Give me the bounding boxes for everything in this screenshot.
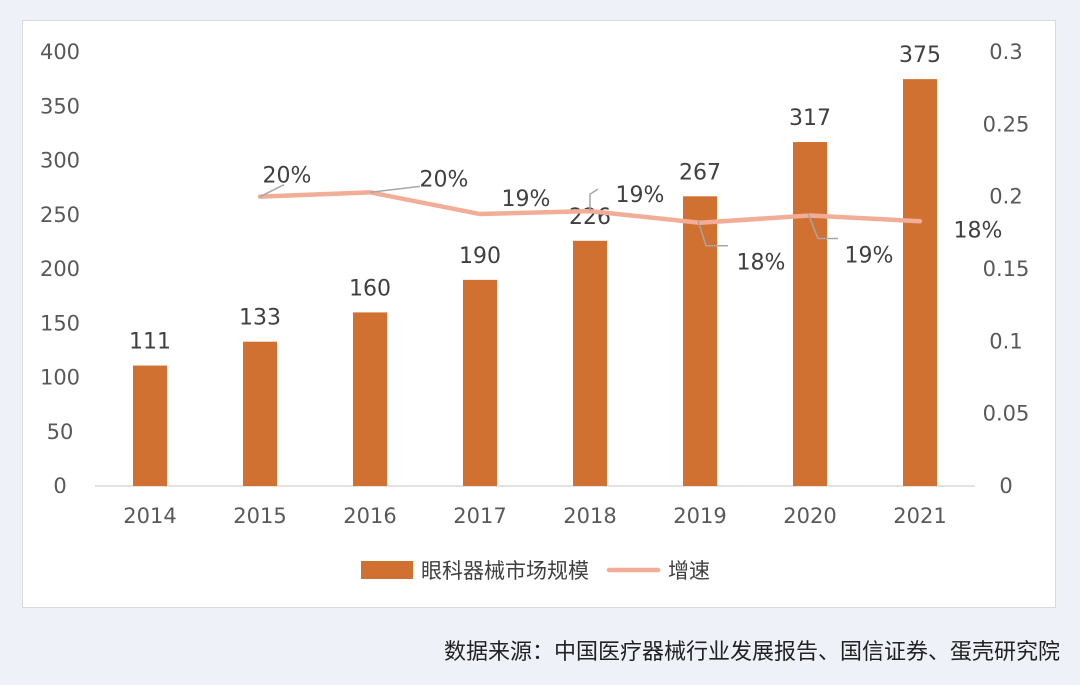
legend-label-growth: 增速 (668, 559, 710, 583)
y-left-tick-label: 400 (40, 40, 80, 64)
y-left-tick-label: 350 (40, 94, 80, 118)
line-value-label: 20% (263, 164, 312, 189)
y-left-tick-label: 100 (40, 366, 80, 390)
legend-label-market-size: 眼科器械市场规模 (421, 559, 589, 583)
x-tick-label: 2020 (783, 504, 836, 528)
y-left-tick-label: 250 (40, 203, 80, 227)
x-tick-label: 2018 (563, 504, 616, 528)
y-left-tick-label: 0 (53, 474, 66, 498)
y-right-tick-label: 0.2 (989, 185, 1022, 209)
bar (463, 279, 497, 486)
data-label-leader (259, 183, 285, 198)
bar (573, 240, 607, 486)
bar-value-label: 375 (899, 43, 941, 68)
y-right-tick-label: 0 (999, 474, 1012, 498)
line-value-label: 18% (954, 218, 1003, 243)
source-note: 数据来源：中国医疗器械行业发展报告、国信证券、蛋壳研究院 (443, 640, 1060, 665)
y-right-tick-label: 0.1 (989, 329, 1022, 353)
y-left-tick-label: 150 (40, 311, 80, 335)
bar (243, 341, 277, 486)
bar (133, 365, 167, 486)
line-value-label: 20% (420, 167, 469, 192)
x-tick-label: 2016 (343, 504, 396, 528)
bar-value-label: 133 (239, 306, 281, 331)
line-value-label: 19% (845, 243, 894, 268)
x-tick-label: 2017 (453, 504, 506, 528)
line-value-label: 18% (737, 251, 786, 276)
data-label-leader (369, 185, 421, 194)
x-tick-label: 2021 (893, 504, 946, 528)
y-right-tick-label: 0.05 (983, 402, 1030, 426)
bar-value-label: 267 (679, 160, 721, 185)
bar (903, 79, 937, 486)
bar (793, 142, 827, 486)
y-right-tick-label: 0.15 (983, 257, 1030, 281)
data-label-leader (807, 213, 838, 240)
line-value-label: 19% (502, 187, 551, 212)
bar-value-label: 111 (129, 330, 171, 355)
bar-value-label: 160 (349, 276, 391, 301)
data-label-leader (697, 220, 728, 247)
line-value-label: 19% (616, 183, 665, 208)
bar-value-label: 190 (459, 244, 501, 269)
bar (683, 196, 717, 486)
bar (353, 312, 387, 486)
x-tick-label: 2015 (233, 504, 286, 528)
data-label-leader (589, 188, 599, 212)
x-tick-label: 2019 (673, 504, 726, 528)
y-left-tick-label: 300 (40, 149, 80, 173)
x-tick-label: 2014 (123, 504, 176, 528)
y-right-tick-label: 0.25 (983, 112, 1030, 136)
legend-swatch-market-size (361, 561, 413, 579)
bar-value-label: 317 (789, 106, 831, 131)
y-left-tick-label: 200 (40, 257, 80, 281)
y-left-tick-label: 50 (47, 420, 74, 444)
y-right-tick-label: 0.3 (989, 40, 1022, 64)
chart-frame (22, 20, 1056, 608)
